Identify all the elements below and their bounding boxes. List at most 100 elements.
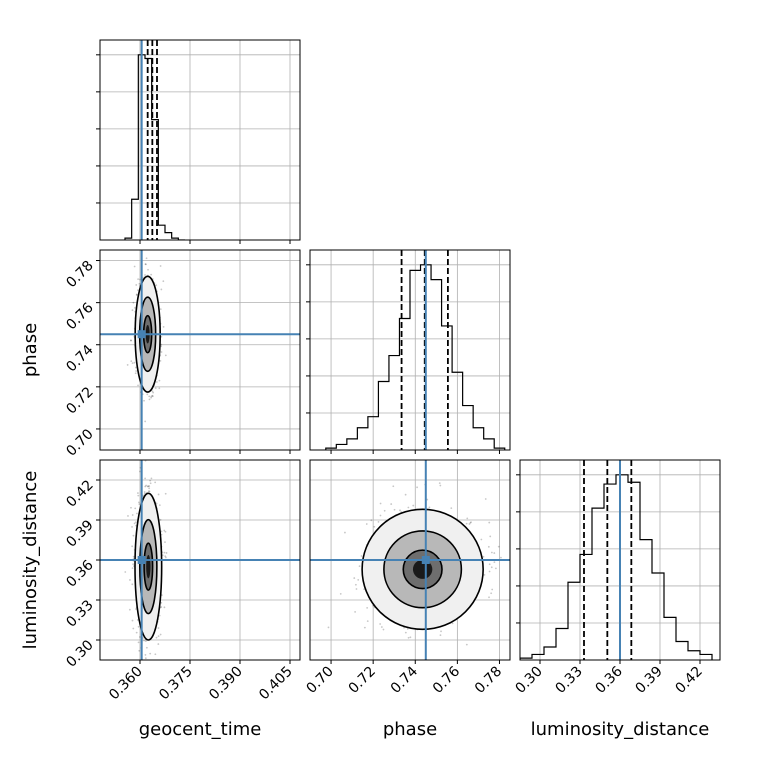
scatter-point: [488, 596, 490, 599]
scatter-point: [132, 563, 135, 566]
scatter-point: [164, 541, 166, 544]
panel-luminosity_distance-vs-geocent_time: 0.30 0.33 0.36 0.39 0.42 luminosity_distance 0…: [20, 459, 301, 740]
scatter-point: [157, 493, 160, 496]
scatter-point: [360, 555, 363, 557]
scatter-point: [159, 518, 162, 521]
scatter-point: [134, 507, 137, 510]
scatter-point: [131, 526, 133, 528]
scatter-point: [130, 339, 132, 342]
panel-luminosity_distance-vs-phase: 0.70 0.72 0.74 0.76 0.78 phase: [304, 459, 516, 740]
scatter-point: [488, 570, 491, 573]
scatter-point: [482, 555, 485, 558]
y-tick-label: 0.78: [63, 258, 96, 291]
scatter-point: [159, 633, 162, 636]
scatter-point: [159, 308, 162, 311]
scatter-point: [407, 506, 410, 509]
scatter-point: [148, 487, 151, 490]
scatter-point: [124, 571, 127, 573]
y-tick-label: 0.36: [63, 557, 96, 590]
y-tick-label: 0.72: [63, 384, 96, 417]
scatter-point: [426, 498, 429, 501]
scatter-point: [131, 309, 134, 312]
scatter-point: [130, 339, 132, 342]
scatter-point: [141, 243, 143, 245]
scatter-point: [157, 643, 160, 645]
scatter-point: [366, 620, 369, 623]
panel-luminosity_distance-vs-luminosity_distance: 0.30 0.33 0.36 0.39 0.42 luminosity_distance: [512, 459, 721, 740]
scatter-point: [339, 592, 342, 595]
scatter-point: [151, 394, 154, 397]
scatter-point: [132, 555, 135, 558]
scatter-point: [132, 301, 135, 304]
scatter-point: [144, 420, 147, 423]
truth-marker: [137, 330, 146, 339]
contour-line: [143, 542, 154, 591]
scatter-point: [150, 477, 153, 480]
histogram-geocent_time: [124, 54, 185, 240]
scatter-point: [514, 541, 516, 543]
scatter-point: [148, 398, 151, 401]
scatter-point: [165, 552, 168, 554]
panel-plot-area: [520, 460, 720, 660]
x-tick-label: 0.405: [256, 664, 296, 704]
scatter-point: [163, 606, 166, 609]
scatter-point: [160, 351, 163, 353]
contour-line: [402, 549, 443, 590]
y-tick-label: 0.33: [63, 597, 96, 630]
scatter-point: [158, 614, 161, 617]
scatter-point: [344, 531, 346, 534]
histogram-luminosity_distance: [520, 474, 713, 660]
scatter-point: [131, 567, 134, 570]
scatter-point: [143, 399, 145, 402]
panel-frame: [309, 249, 511, 451]
scatter-point: [365, 523, 368, 525]
scatter-point: [159, 265, 162, 267]
scatter-point: [126, 364, 129, 366]
y-axis-label: phase: [20, 323, 41, 377]
scatter-point: [490, 566, 493, 569]
scatter-point: [143, 639, 145, 642]
scatter-point: [160, 288, 163, 291]
contour-line: [138, 518, 158, 615]
y-tick-label: 0.30: [63, 637, 96, 670]
scatter-point: [382, 628, 385, 631]
scatter-point: [132, 557, 135, 560]
scatter-point: [164, 555, 167, 558]
scatter-point: [135, 293, 138, 296]
scatter-point: [465, 643, 468, 646]
x-tick-label: 0.42: [672, 664, 705, 697]
scatter-point: [373, 525, 376, 528]
scatter-point: [147, 268, 149, 271]
scatter-point: [489, 535, 492, 538]
scatter-point: [145, 484, 148, 487]
scatter-point: [363, 626, 366, 629]
scatter-point: [133, 265, 136, 268]
scatter-point: [493, 561, 496, 564]
scatter-point: [137, 501, 140, 504]
scatter-point: [439, 634, 442, 637]
scatter-point: [488, 563, 491, 566]
scatter-point: [149, 482, 152, 485]
scatter-point: [147, 490, 150, 493]
scatter-point: [354, 611, 356, 613]
scatter-point: [155, 284, 158, 286]
scatter-point: [138, 636, 141, 638]
panel-geocent_time-vs-geocent_time: [96, 39, 301, 244]
scatter-point: [134, 306, 136, 309]
scatter-point: [158, 387, 161, 390]
panel-frame: [519, 459, 721, 661]
y-tick-label: 0.70: [63, 426, 96, 459]
x-tick-label: 0.72: [346, 664, 379, 697]
scatter-point: [130, 506, 132, 509]
scatter-point: [392, 485, 395, 488]
scatter-point: [152, 391, 155, 394]
scatter-point: [390, 503, 393, 505]
scatter-point: [154, 387, 157, 390]
scatter-point: [131, 583, 134, 586]
scatter-point: [138, 503, 141, 505]
scatter-point: [466, 517, 469, 520]
truth-marker: [421, 556, 430, 564]
scatter-point: [148, 490, 151, 493]
scatter-point: [162, 280, 165, 283]
scatter-point: [379, 502, 382, 505]
